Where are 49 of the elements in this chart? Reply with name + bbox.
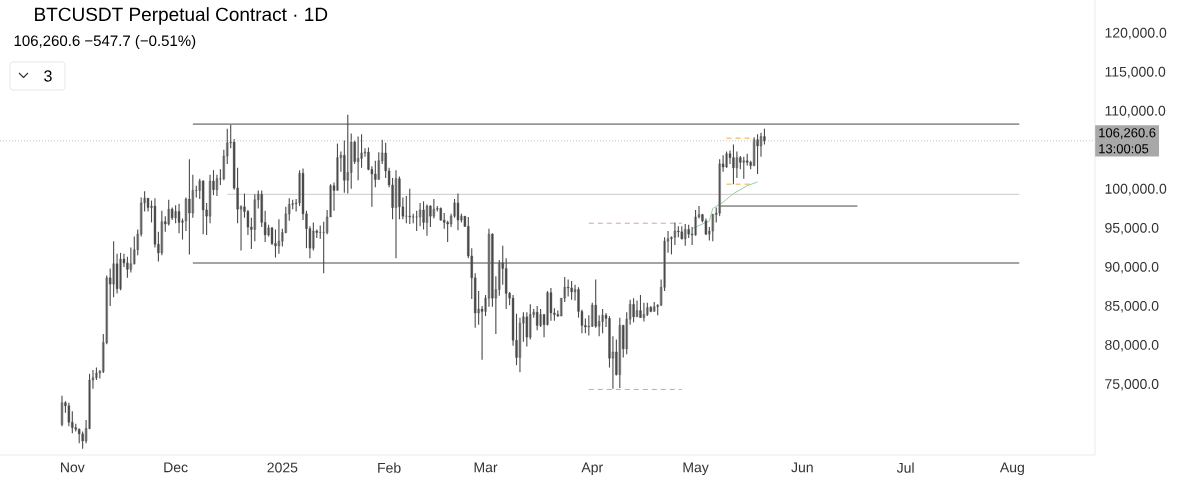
candlestick (711, 213, 714, 242)
y-tick-label: 120,000.0 (1105, 27, 1167, 40)
y-tick-label: 85,000.0 (1105, 300, 1159, 313)
x-tick-label: Mar (474, 462, 498, 473)
ref-line-label: 106,260.6 (1099, 128, 1156, 139)
candlestick (570, 280, 573, 301)
candlestick (742, 156, 745, 180)
candlestick (202, 179, 205, 235)
candlestick (425, 203, 429, 237)
candlestick (725, 150, 728, 169)
x-tick-label: Aug (999, 462, 1024, 476)
candlestick (188, 158, 191, 255)
y-tick-label: 115,000.0 (1105, 66, 1166, 79)
candlestick (601, 308, 604, 334)
candlestick (529, 303, 532, 341)
x-tick-label: May (683, 462, 709, 476)
candlestick (525, 311, 528, 348)
annotation: 3 (44, 70, 52, 82)
candlestick (639, 294, 642, 319)
candlestick (635, 299, 639, 318)
x-tick-label: Jul (896, 462, 914, 473)
x-tick-label: 2025 (267, 462, 298, 473)
text: 106,260.6 −547.7 (−0.51%) (14, 35, 196, 49)
y-tick-label: 100,000.0 (1105, 183, 1167, 196)
text: 13:00:05 (1099, 144, 1149, 154)
candlestick (680, 225, 683, 241)
candlestick (732, 143, 735, 185)
candlestick (408, 188, 411, 225)
candlestick (704, 217, 708, 236)
x-tick-label: Dec (164, 462, 188, 473)
x-tick-label: Apr (581, 462, 603, 476)
candlestick (567, 278, 570, 298)
x-tick-label: Jun (791, 462, 813, 473)
candlestick (346, 114, 349, 195)
y-tick-label: 75,000.0 (1105, 378, 1159, 391)
x-tick-label: Nov (61, 462, 85, 473)
candlestick (356, 136, 360, 181)
candlestick (412, 213, 415, 224)
y-tick-label: 80,000.0 (1105, 339, 1159, 352)
chart-title: BTCUSDT Perpetual Contract · 1D (35, 7, 328, 25)
y-tick-label: 95,000.0 (1105, 222, 1159, 235)
candlestick (549, 287, 553, 322)
y-tick-label: 90,000.0 (1105, 261, 1159, 274)
candlestick (418, 202, 422, 227)
x-tick-label: Feb (378, 462, 401, 473)
candlestick (653, 301, 656, 312)
candlestick (756, 133, 759, 175)
y-tick-label: 110,000.0 (1105, 105, 1166, 118)
candlestick (632, 297, 635, 323)
